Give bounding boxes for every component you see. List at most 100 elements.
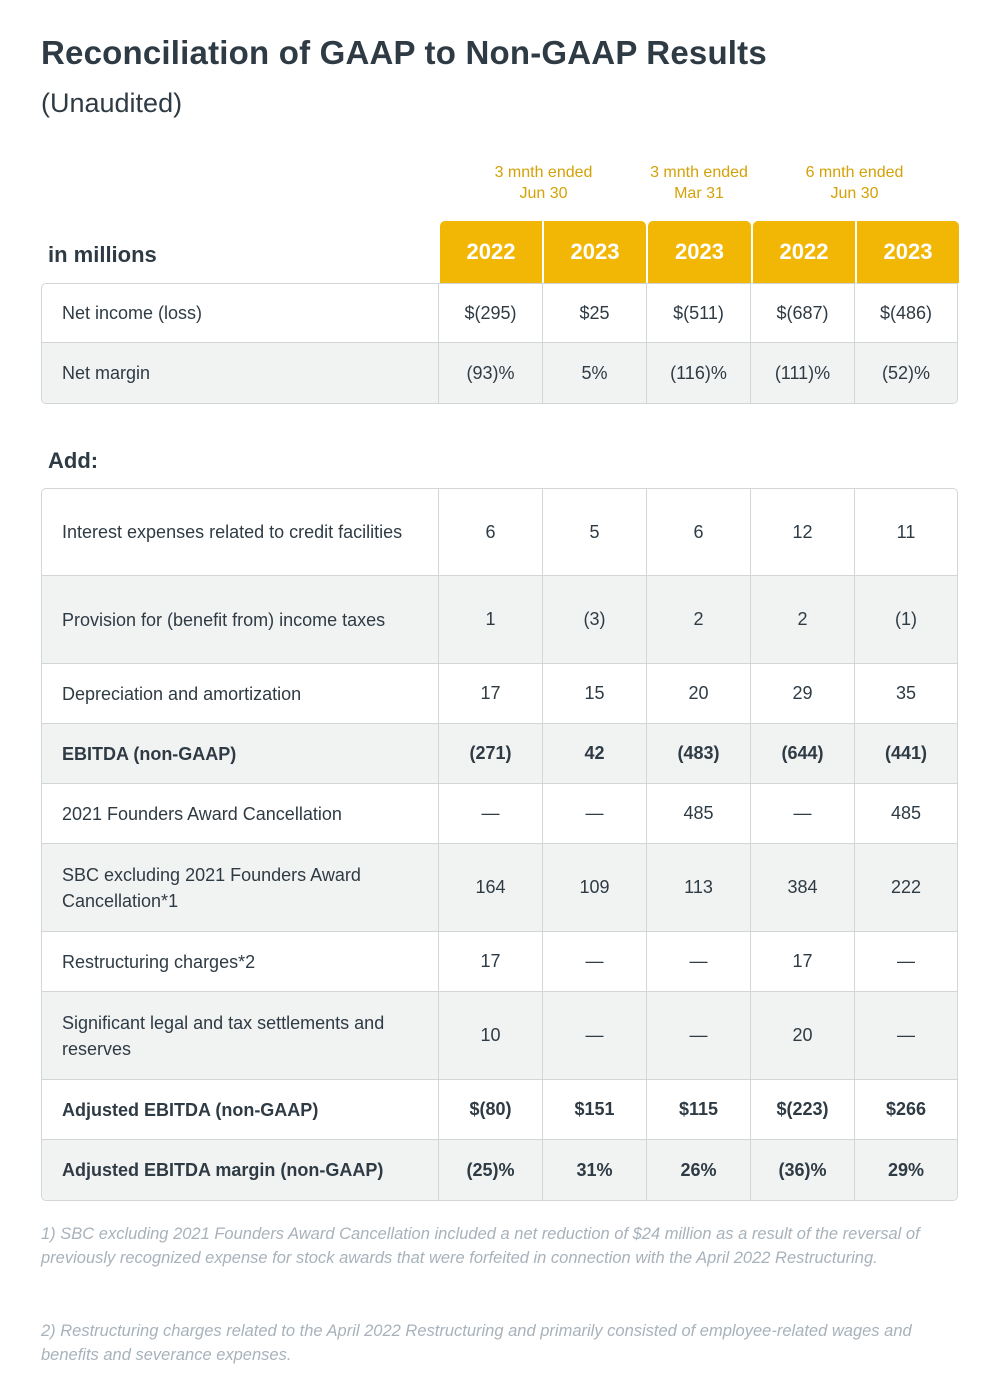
row-label: Interest expenses related to credit faci… [42,489,439,575]
table-cell: — [647,992,751,1079]
page-title: Reconciliation of GAAP to Non-GAAP Resul… [41,34,767,71]
table-cell: (116)% [647,343,751,403]
table-cell: 17 [439,664,543,723]
year-header: 2023 [857,221,959,283]
period-header: 3 mnth ended Jun 30 [440,162,647,204]
table-cell: (52)% [881,362,930,383]
table-cell: 42 [543,724,647,783]
table-cell: 1 [439,576,543,663]
footnote-1: 1) SBC excluding 2021 Founders Award Can… [41,1225,920,1267]
table-cell: $(687) [751,284,855,342]
row-label: Net income (loss) [42,284,439,342]
table-cell: 11 [896,521,916,542]
table-cell: 485 [647,784,751,843]
row-label: Provision for (benefit from) income taxe… [42,576,439,663]
table-cell: 17 [751,932,855,991]
table-cell: $25 [543,284,647,342]
table-cell: $115 [647,1080,751,1139]
page-subtitle: (Unaudited) [41,88,183,118]
row-label: SBC excluding 2021 Founders Award Cancel… [42,844,439,931]
table-cell: — [897,951,915,971]
period-line1: 3 mnth ended [494,164,593,181]
table-cell: $(80) [439,1080,543,1139]
table-cell: 26% [647,1140,751,1200]
table-cell: 35 [895,683,917,703]
table-cell: — [439,784,543,843]
year-header: 2023 [648,221,751,283]
table-cell: 164 [439,844,543,931]
period-line2: Jun 30 [830,185,879,202]
table-row: Adjusted EBITDA (non-GAAP) $(80) $151 $115 $… [42,1080,957,1140]
table-cell: 109 [543,844,647,931]
table-cell: 29% [887,1159,925,1180]
table-row: Restructuring charges*2 17— —17— [42,932,957,992]
table-cell: 6 [439,489,543,575]
period-header: 3 mnth ended Mar 31 [647,162,751,204]
period-line1: 3 mnth ended [650,164,748,181]
year-header-row: 2022 2023 2023 2022 2023 [440,221,959,283]
row-label: Net margin [42,343,439,403]
row-label: 2021 Founders Award Cancellation [42,784,439,843]
table-cell: (36)% [751,1140,855,1200]
income-table: Net income (loss) $(295) $25 $(511) $(687) $(… [41,283,958,404]
table-row: Provision for (benefit from) income taxe… [42,576,957,664]
table-row: Interest expenses related to credit faci… [42,489,957,576]
table-cell: (25)% [439,1140,543,1200]
table-row: Net margin (93)% 5% (116)% (111)% (52)% [42,343,957,403]
table-cell: 20 [647,664,751,723]
table-row: Depreciation and amortization 17 15 20 29 35 [42,664,957,724]
table-cell: (111)% [751,343,855,403]
table-cell: 485 [890,803,922,823]
year-header: 2022 [440,221,542,283]
table-cell: — [647,932,751,991]
row-label: Adjusted EBITDA margin (non-GAAP) [42,1140,439,1200]
table-row: SBC excluding 2021 Founders Award Cancel… [42,844,957,932]
table-cell: $(295) [439,284,543,342]
period-line1: 6 mnth ended [805,164,904,181]
table-cell: 12 [751,489,855,575]
add-label: Add: [48,448,99,473]
table-cell: $(223) [751,1080,855,1139]
table-cell: (93)% [439,343,543,403]
table-cell: — [543,992,647,1079]
table-cell: — [543,784,647,843]
table-cell: — [897,1025,915,1045]
table-cell: 15 [543,664,647,723]
table-cell: $(511) [647,284,751,342]
table-cell: $(486) [879,302,933,323]
table-cell: 10 [439,992,543,1079]
table-cell: (441) [884,743,928,763]
table-cell: $266 [885,1099,927,1119]
table-cell: (483) [647,724,751,783]
table-row: Significant legal and tax settlements an… [42,992,957,1080]
table-cell: 2 [751,576,855,663]
table-cell: 29 [751,664,855,723]
year-header: 2022 [753,221,855,283]
table-cell: — [543,932,647,991]
table-row: 2021 Founders Award Cancellation — —485—48… [42,784,957,844]
table-cell: (644) [751,724,855,783]
adjustments-table: Interest expenses related to credit faci… [41,488,958,1201]
row-label: Adjusted EBITDA (non-GAAP) [42,1080,439,1139]
period-headers: 3 mnth ended Jun 30 3 mnth ended Mar 31 … [0,162,1000,212]
period-line2: Jun 30 [519,185,568,202]
table-cell: (3) [543,576,647,663]
table-cell: 31% [543,1140,647,1200]
table-cell: — [751,784,855,843]
table-cell: 5% [543,343,647,403]
year-header: 2023 [544,221,646,283]
table-cell: (271) [439,724,543,783]
period-line2: Mar 31 [674,185,724,202]
table-row: Adjusted EBITDA margin (non-GAAP) (25)% 31… [42,1140,957,1200]
table-cell: 222 [890,877,922,897]
row-label: Significant legal and tax settlements an… [42,992,439,1079]
table-cell: $151 [543,1080,647,1139]
row-label: EBITDA (non-GAAP) [42,724,439,783]
table-cell: 5 [543,489,647,575]
table-cell: 20 [751,992,855,1079]
table-row: Net income (loss) $(295) $25 $(511) $(687) $(… [42,284,957,343]
table-cell: 6 [647,489,751,575]
table-row: EBITDA (non-GAAP) (271) 42 (483) (644) (441) [42,724,957,784]
footnote-2: 2) Restructuring charges related to the … [41,1322,912,1364]
period-header: 6 mnth ended Jun 30 [751,162,958,204]
